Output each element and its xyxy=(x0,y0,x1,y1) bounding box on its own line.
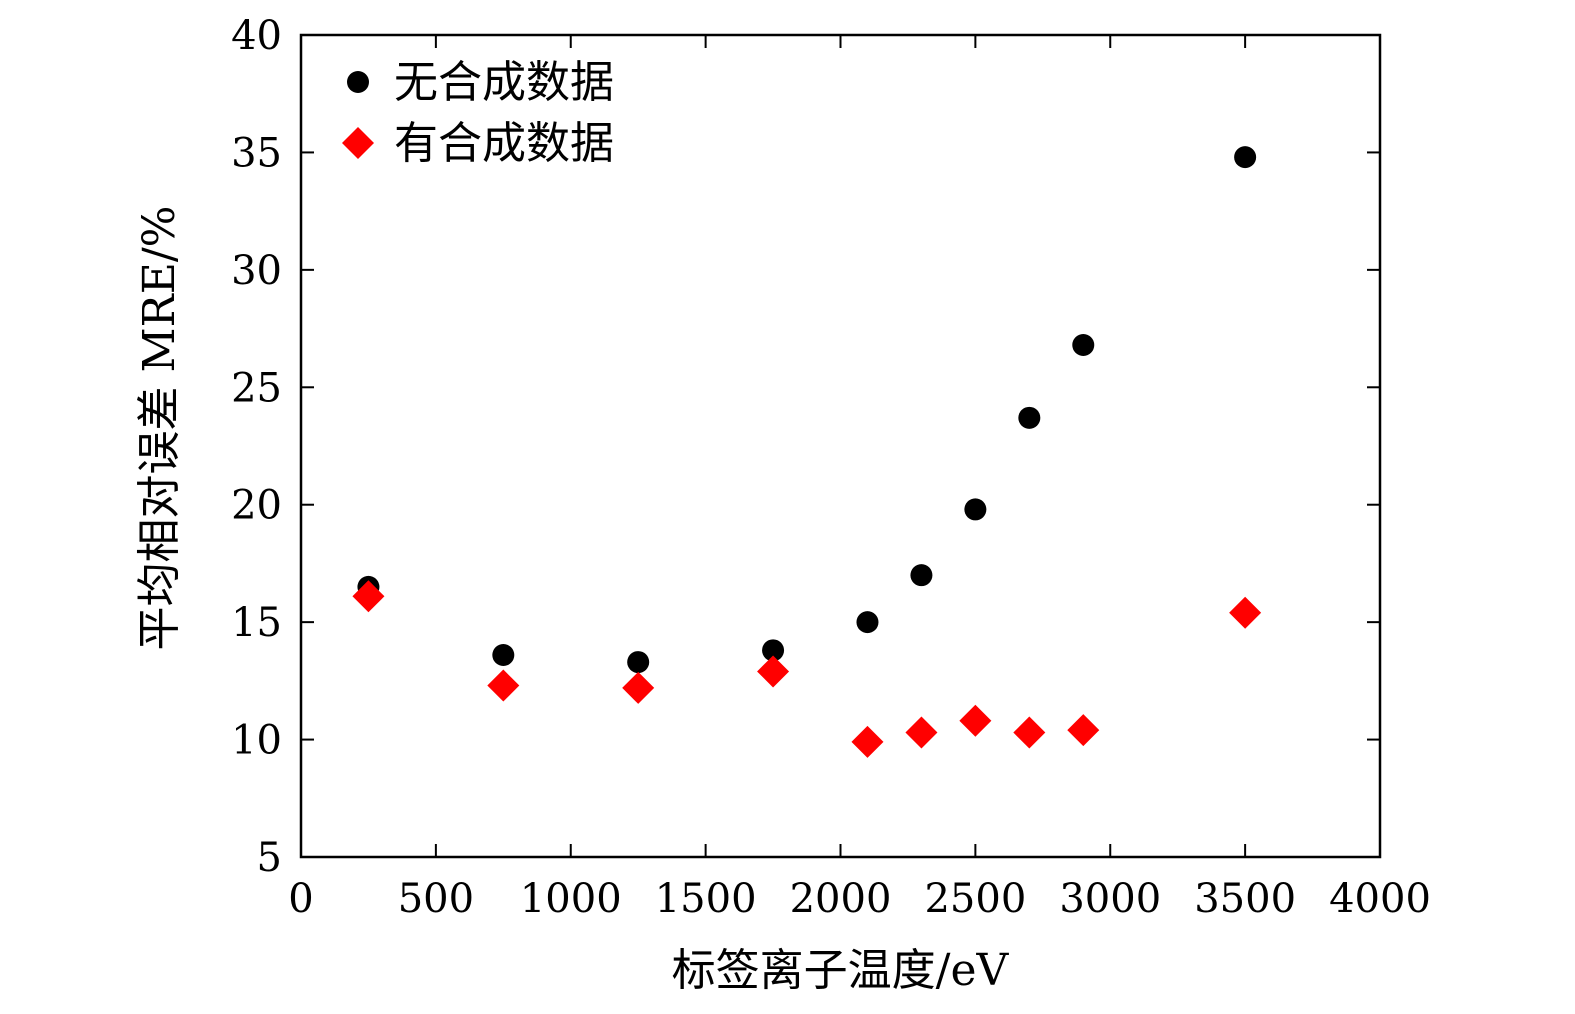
x-tick-label-0: 0 xyxy=(288,876,313,922)
y-tick-label-0: 5 xyxy=(257,835,282,881)
y-tick-label-6: 35 xyxy=(231,130,282,176)
x-tick-label-6: 3000 xyxy=(1059,876,1161,922)
series-1-point-6 xyxy=(964,498,987,521)
plot-frame xyxy=(299,33,1382,859)
series-1-point-8 xyxy=(1072,334,1095,357)
legend-marker-series-1 xyxy=(347,71,369,93)
series-1-point-7 xyxy=(1018,406,1041,429)
series-2-point-7 xyxy=(1013,716,1046,749)
series-1-point-9 xyxy=(1234,146,1257,169)
y-tick-label-4: 25 xyxy=(231,365,282,411)
series-2-point-4 xyxy=(851,725,884,758)
y-tick-label-2: 15 xyxy=(231,600,282,646)
y-axis-title: 平均相对误差 MRE/% xyxy=(134,206,185,651)
x-tick-label-7: 3500 xyxy=(1194,876,1296,922)
series-2-point-2 xyxy=(622,671,655,704)
legend-label-series-2: 有合成数据 xyxy=(394,118,614,169)
series-2-point-3 xyxy=(757,655,790,688)
x-tick-label-4: 2000 xyxy=(790,876,892,922)
points-layer xyxy=(352,146,1262,758)
x-tick-label-2: 1000 xyxy=(520,876,622,922)
y-tick-label-7: 40 xyxy=(231,13,282,59)
x-tick-label-3: 1500 xyxy=(655,876,757,922)
series-2-point-9 xyxy=(1229,596,1262,629)
legend-marker-series-2 xyxy=(342,127,374,159)
series-1-point-1 xyxy=(492,644,515,667)
series-2-point-1 xyxy=(487,669,520,702)
y-tick-label-1: 10 xyxy=(231,718,282,764)
legend-label-series-1: 无合成数据 xyxy=(394,57,614,108)
legend: 无合成数据 有合成数据 xyxy=(342,57,614,169)
series-1-point-2 xyxy=(627,651,650,674)
series-2-point-0 xyxy=(352,580,385,613)
x-tick-label-1: 500 xyxy=(398,876,474,922)
x-tick-label-8: 4000 xyxy=(1329,876,1431,922)
series-2-point-8 xyxy=(1067,714,1100,747)
ticks-layer: 0 500 1000 1500 2000 2500 3000 3500 4000 5 10 15 20 2… xyxy=(231,13,1431,922)
x-tick-label-5: 2500 xyxy=(924,876,1026,922)
series-1-point-3 xyxy=(762,639,785,662)
y-tick-label-5: 30 xyxy=(231,248,282,294)
x-axis-title: 标签离子温度/eV xyxy=(672,945,1010,996)
series-1-point-5 xyxy=(910,564,933,587)
series-2-point-6 xyxy=(959,704,992,737)
series-2-point-5 xyxy=(905,716,938,749)
series-1-point-4 xyxy=(856,611,879,634)
y-tick-label-3: 20 xyxy=(231,483,282,529)
